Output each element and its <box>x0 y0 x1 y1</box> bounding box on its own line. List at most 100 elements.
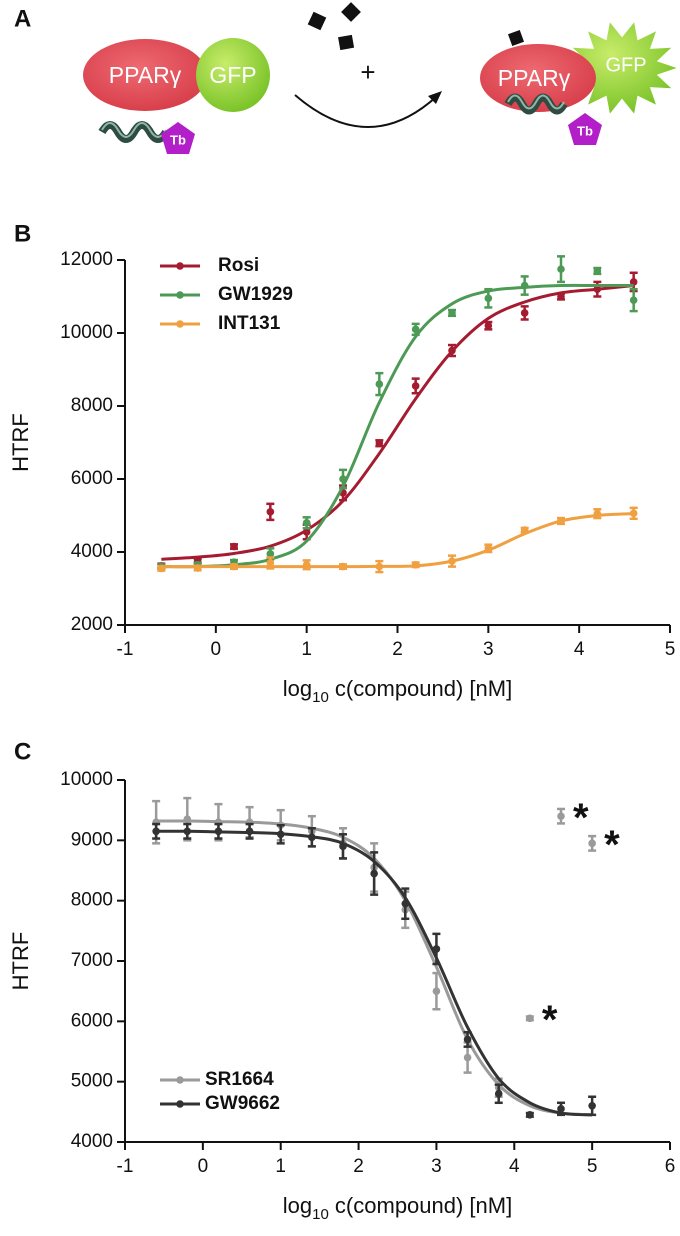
data-point <box>526 1111 534 1119</box>
data-point <box>411 560 420 569</box>
y-tick-label: 2000 <box>71 614 113 635</box>
data-point <box>276 830 285 839</box>
y-tick-label: 6000 <box>71 1010 113 1031</box>
x-axis-label-part: log <box>283 1193 312 1218</box>
x-tick-label: 2 <box>392 639 403 660</box>
data-point <box>370 869 378 878</box>
data-point <box>484 544 493 553</box>
data-point <box>266 508 275 516</box>
y-tick-label: 7000 <box>71 950 113 971</box>
data-point <box>629 278 638 286</box>
y-tick-label: 8000 <box>71 395 113 416</box>
legend-marker <box>176 262 184 270</box>
legend-marker <box>176 320 184 328</box>
data-point <box>557 517 565 525</box>
data-point <box>230 562 238 571</box>
data-point <box>266 559 275 567</box>
annotation: * <box>573 796 589 840</box>
y-tick-label: 4000 <box>71 541 113 562</box>
data-point <box>339 475 347 483</box>
y-tick-label: 9000 <box>71 829 113 850</box>
data-point <box>557 265 565 273</box>
donor-label: Tb <box>577 123 593 138</box>
receptor-label: PPARγ <box>109 62 182 88</box>
y-tick-label: 6000 <box>71 468 113 489</box>
data-point <box>520 309 529 317</box>
x-axis-label-part: 10 <box>312 1206 329 1223</box>
ppar-shape <box>480 44 596 112</box>
panel-a: A PPARγ GFP Tb + PPARγ GFP Tb <box>14 2 677 154</box>
data-point <box>375 439 384 448</box>
y-tick-label: 4000 <box>71 1131 113 1152</box>
legend-label: INT131 <box>218 313 281 334</box>
tb-donor <box>161 122 195 154</box>
data-point <box>629 296 638 304</box>
legend-marker <box>176 1100 184 1108</box>
data-point <box>448 309 456 317</box>
legend-marker <box>176 1076 184 1084</box>
data-point <box>432 987 441 995</box>
data-point <box>375 562 384 571</box>
x-tick-label: 5 <box>587 1156 598 1177</box>
data-point <box>183 827 192 836</box>
data-point <box>302 528 311 536</box>
data-point <box>557 812 565 820</box>
plus-sign: + <box>360 57 375 87</box>
annotation: * <box>542 998 558 1042</box>
data-point <box>183 815 192 824</box>
x-tick-label: 1 <box>301 639 312 660</box>
data-point <box>557 1105 565 1113</box>
data-point <box>302 519 311 527</box>
data-point <box>520 281 529 290</box>
data-point <box>526 1014 534 1023</box>
legend-label: Rosi <box>218 255 259 276</box>
data-point <box>157 564 166 573</box>
legend-label: GW9662 <box>205 1093 280 1114</box>
data-point <box>193 564 202 572</box>
data-point <box>448 557 456 565</box>
y-tick-label: 5000 <box>71 1071 113 1092</box>
reaction-arrow <box>294 94 437 128</box>
legend-label: SR1664 <box>205 1069 274 1090</box>
gfp-burst <box>567 22 677 114</box>
data-point <box>339 562 347 571</box>
data-point <box>593 285 602 294</box>
data-point <box>494 1089 503 1098</box>
data-point <box>214 827 223 836</box>
receptor-label: PPARγ <box>498 65 571 91</box>
panel-label: A <box>14 5 31 32</box>
x-tick-label: 5 <box>665 639 676 660</box>
donor-label: Tb <box>170 132 186 147</box>
x-axis-label-part: 10 <box>312 689 329 706</box>
y-axis-label: HTRF <box>8 932 33 991</box>
data-point <box>593 267 602 275</box>
data-point <box>411 382 420 390</box>
data-point <box>339 842 347 851</box>
data-point <box>245 827 254 836</box>
data-point <box>375 380 384 388</box>
panel-label: B <box>14 220 31 247</box>
data-point <box>629 509 638 518</box>
data-point <box>152 827 160 836</box>
legend-marker <box>176 291 184 299</box>
peptide-helix <box>98 121 170 143</box>
x-tick-label: 1 <box>275 1156 286 1177</box>
arrow-head <box>428 91 442 104</box>
gfp-shape <box>196 38 270 112</box>
data-point <box>302 560 311 569</box>
data-point <box>520 526 529 534</box>
ppar-shape <box>83 39 207 111</box>
y-tick-label: 12000 <box>60 249 113 270</box>
x-tick-label: -1 <box>117 639 134 660</box>
data-point <box>230 542 238 551</box>
compound <box>506 28 526 48</box>
x-tick-label: -1 <box>117 1156 134 1177</box>
legend-label: GW1929 <box>218 284 293 305</box>
tb-donor <box>568 113 602 145</box>
data-point <box>308 833 316 842</box>
compound <box>338 34 355 51</box>
data-point <box>401 899 410 908</box>
x-tick-label: 0 <box>198 1156 209 1177</box>
